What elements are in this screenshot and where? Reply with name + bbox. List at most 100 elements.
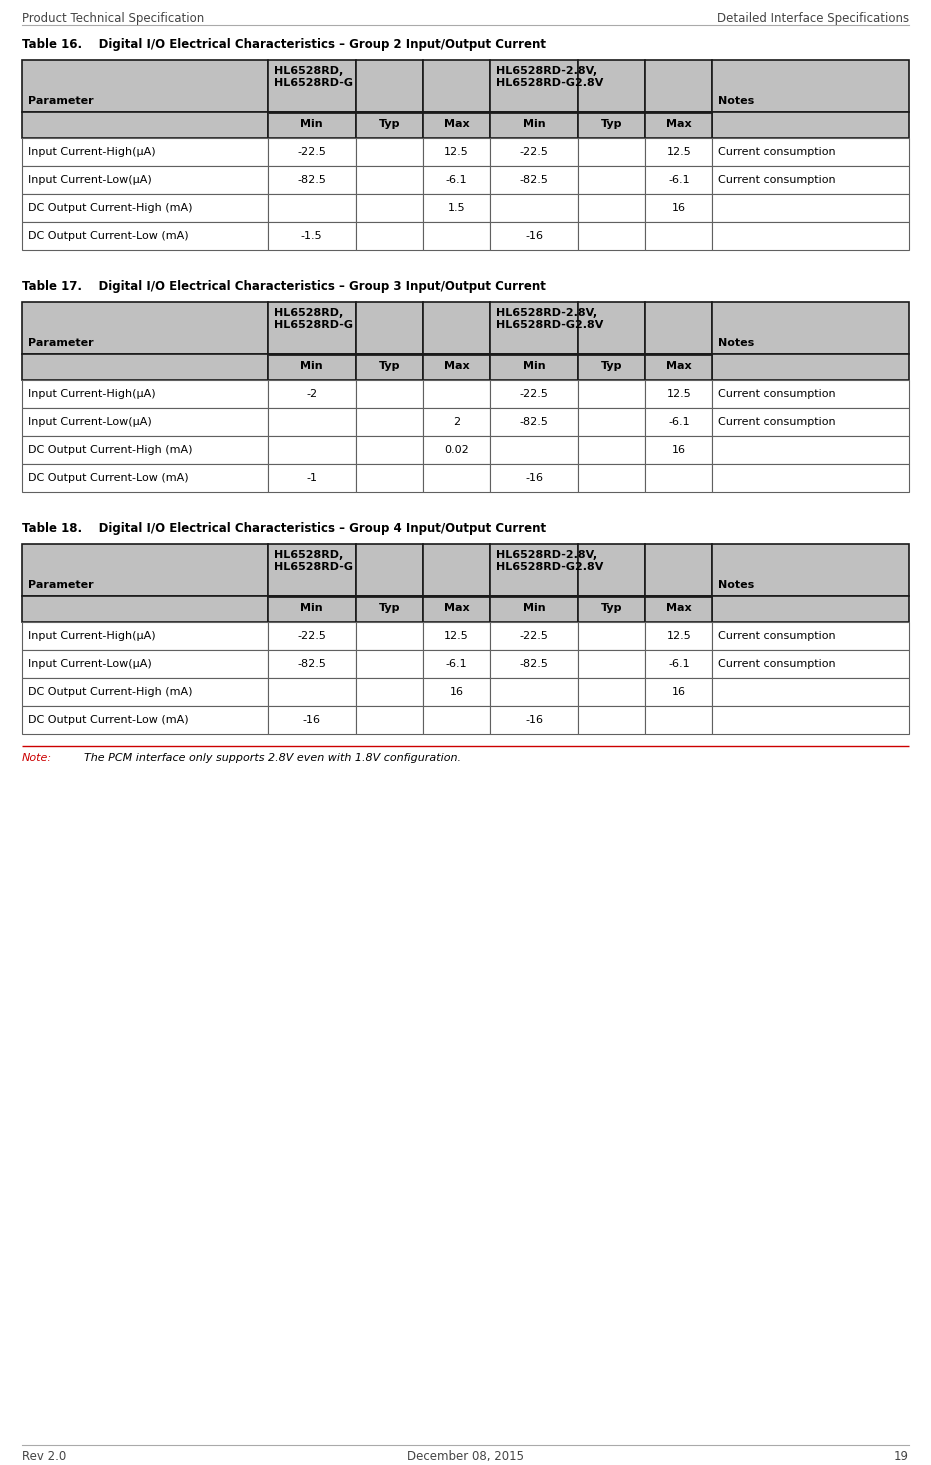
Bar (578, 193, 645, 223)
Bar (423, 650, 490, 678)
Bar (356, 355, 423, 379)
Bar (268, 650, 356, 678)
Bar (578, 650, 645, 678)
Bar (22, 464, 268, 492)
Bar (423, 60, 490, 111)
Bar (645, 355, 712, 379)
Bar (268, 138, 356, 166)
Text: -6.1: -6.1 (446, 174, 467, 185)
Text: -82.5: -82.5 (519, 174, 548, 185)
Text: -22.5: -22.5 (297, 631, 326, 642)
Bar (645, 623, 712, 650)
Text: 12.5: 12.5 (667, 390, 691, 398)
Text: Min: Min (522, 604, 546, 612)
Bar (712, 544, 909, 596)
Text: 16: 16 (672, 687, 686, 697)
Bar (490, 355, 578, 379)
Bar (490, 111, 578, 138)
Text: Parameter: Parameter (28, 97, 94, 105)
Bar (22, 355, 268, 379)
Text: 12.5: 12.5 (667, 146, 691, 157)
Bar (712, 407, 909, 437)
Bar (712, 650, 909, 678)
Bar (712, 193, 909, 223)
Bar (645, 379, 712, 407)
Bar (268, 596, 356, 623)
Text: Note:: Note: (22, 753, 52, 763)
Text: HL6528RD-2.8V,
HL6528RD-G2.8V: HL6528RD-2.8V, HL6528RD-G2.8V (496, 549, 603, 571)
Text: Max: Max (444, 604, 469, 612)
Bar (423, 111, 490, 138)
Bar (423, 678, 490, 706)
Bar (645, 464, 712, 492)
Text: Input Current-Low(μA): Input Current-Low(μA) (28, 174, 152, 185)
Bar (645, 223, 712, 251)
Text: DC Output Current-High (mA): DC Output Current-High (mA) (28, 445, 193, 456)
Bar (423, 193, 490, 223)
Bar (645, 437, 712, 464)
Bar (645, 138, 712, 166)
Bar (356, 60, 423, 111)
Text: Typ: Typ (379, 360, 400, 371)
Bar (712, 706, 909, 734)
Bar (645, 544, 712, 596)
Bar (268, 223, 356, 251)
Text: -6.1: -6.1 (446, 659, 467, 670)
Text: Max: Max (666, 360, 692, 371)
Text: Table 16.    Digital I/O Electrical Characteristics – Group 2 Input/Output Curre: Table 16. Digital I/O Electrical Charact… (22, 38, 546, 51)
Bar (490, 138, 578, 166)
Text: Notes: Notes (719, 338, 755, 349)
Bar (22, 379, 268, 407)
Text: -1.5: -1.5 (301, 231, 322, 242)
Text: -22.5: -22.5 (519, 631, 548, 642)
Bar (578, 111, 645, 138)
Text: HL6528RD,
HL6528RD-G: HL6528RD, HL6528RD-G (274, 308, 353, 330)
Bar (645, 706, 712, 734)
Bar (578, 596, 645, 623)
Bar (645, 60, 712, 111)
Bar (712, 302, 909, 355)
Text: Max: Max (444, 119, 469, 129)
Bar (356, 379, 423, 407)
Text: -16: -16 (525, 715, 543, 725)
Bar (22, 650, 268, 678)
Text: -82.5: -82.5 (297, 174, 326, 185)
Text: Current consumption: Current consumption (719, 146, 836, 157)
Text: -82.5: -82.5 (519, 659, 548, 670)
Text: 12.5: 12.5 (667, 631, 691, 642)
Text: -6.1: -6.1 (668, 418, 690, 426)
Bar (268, 302, 356, 355)
Bar (423, 623, 490, 650)
Bar (645, 111, 712, 138)
Bar (356, 678, 423, 706)
Bar (423, 407, 490, 437)
Bar (490, 437, 578, 464)
Bar (490, 650, 578, 678)
Text: 1.5: 1.5 (448, 204, 466, 212)
Bar (356, 407, 423, 437)
Bar (712, 111, 909, 138)
Text: Input Current-High(μA): Input Current-High(μA) (28, 146, 155, 157)
Bar (423, 706, 490, 734)
Text: DC Output Current-Low (mA): DC Output Current-Low (mA) (28, 473, 189, 483)
Text: Detailed Interface Specifications: Detailed Interface Specifications (717, 12, 909, 25)
Text: Typ: Typ (379, 604, 400, 612)
Text: Rev 2.0: Rev 2.0 (22, 1450, 66, 1464)
Bar (356, 437, 423, 464)
Bar (645, 678, 712, 706)
Text: HL6528RD,
HL6528RD-G: HL6528RD, HL6528RD-G (274, 549, 353, 571)
Text: DC Output Current-Low (mA): DC Output Current-Low (mA) (28, 715, 189, 725)
Text: -16: -16 (303, 715, 320, 725)
Text: The PCM interface only supports 2.8V even with 1.8V configuration.: The PCM interface only supports 2.8V eve… (84, 753, 461, 763)
Text: 0.02: 0.02 (444, 445, 469, 456)
Text: 12.5: 12.5 (444, 631, 469, 642)
Bar (423, 437, 490, 464)
Bar (578, 678, 645, 706)
Text: 16: 16 (672, 204, 686, 212)
Bar (712, 678, 909, 706)
Bar (356, 706, 423, 734)
Text: -82.5: -82.5 (519, 418, 548, 426)
Bar (356, 302, 423, 355)
Bar (268, 111, 356, 138)
Bar (490, 544, 578, 596)
